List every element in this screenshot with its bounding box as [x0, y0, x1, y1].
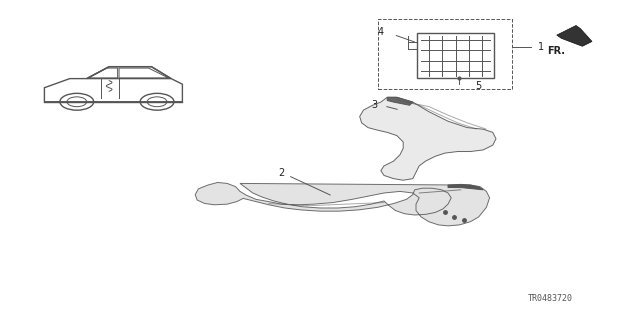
Polygon shape [448, 184, 483, 190]
Text: TR0483720: TR0483720 [528, 294, 573, 303]
Text: 5: 5 [475, 81, 481, 91]
Text: 4: 4 [378, 27, 384, 37]
Text: 2: 2 [278, 168, 285, 178]
Polygon shape [360, 97, 496, 180]
Polygon shape [195, 182, 490, 226]
Text: 3: 3 [371, 100, 378, 110]
Polygon shape [557, 26, 592, 46]
Text: FR.: FR. [547, 46, 565, 56]
Text: 1: 1 [538, 42, 544, 52]
Polygon shape [387, 97, 413, 105]
